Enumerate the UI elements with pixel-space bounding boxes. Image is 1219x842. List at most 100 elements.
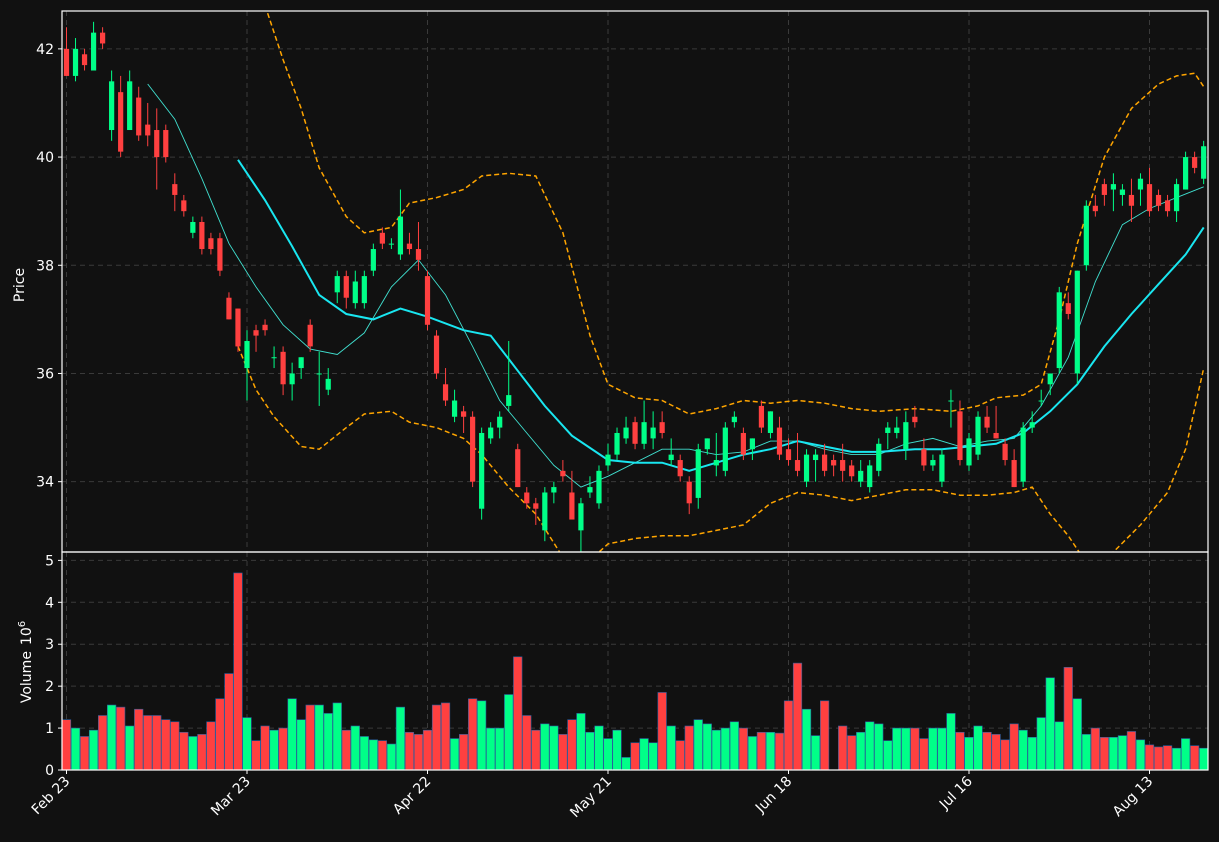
- candle-body: [451, 400, 458, 417]
- volume-grid: [62, 552, 1208, 771]
- candle: [623, 416, 629, 444]
- candle-body: [794, 460, 801, 471]
- candle: [840, 443, 846, 482]
- volume-bar: [197, 734, 207, 770]
- volume-bar: [1108, 736, 1118, 770]
- candle-body: [343, 276, 349, 298]
- candle: [912, 405, 918, 428]
- candle: [470, 411, 476, 488]
- volume-bar: [540, 723, 550, 770]
- candle: [1119, 184, 1126, 206]
- candle: [451, 389, 458, 423]
- volume-bar: [594, 725, 604, 770]
- candle-body: [1155, 194, 1162, 206]
- candle: [72, 38, 79, 82]
- candle: [497, 411, 503, 439]
- candle-body: [388, 243, 394, 245]
- candle: [145, 102, 151, 147]
- volume-bar: [603, 738, 613, 770]
- candles: [63, 21, 1207, 552]
- volume-bar: [991, 734, 1001, 770]
- candle: [63, 27, 70, 76]
- candle: [127, 70, 133, 131]
- volume-bar: [549, 725, 559, 770]
- candle-body: [867, 465, 873, 488]
- candle: [118, 75, 124, 158]
- candle-body: [1101, 184, 1107, 195]
- volume-bar: [332, 702, 342, 770]
- volume-bar: [62, 719, 72, 770]
- volume-bar: [892, 727, 902, 770]
- candle-body: [1065, 303, 1071, 314]
- candle-body: [262, 324, 268, 331]
- candle: [1173, 178, 1180, 222]
- volume-bar: [314, 704, 324, 770]
- candle-body: [1092, 205, 1098, 212]
- candle-body: [280, 351, 286, 385]
- price-tick-label: 38: [36, 258, 54, 274]
- candle: [975, 411, 981, 461]
- candle-body: [930, 460, 936, 466]
- volume-bar: [639, 738, 649, 770]
- candle-body: [641, 422, 647, 444]
- candle-body: [506, 395, 512, 406]
- price-grid: [62, 11, 1208, 552]
- candle: [271, 346, 277, 369]
- candle: [370, 243, 376, 277]
- candle: [803, 449, 810, 488]
- candle: [885, 422, 891, 450]
- volume-bar: [684, 725, 694, 770]
- candle: [560, 460, 566, 482]
- candle: [90, 21, 97, 71]
- candle-body: [415, 249, 422, 260]
- volume-bar: [495, 727, 505, 770]
- volume-bar: [504, 694, 514, 770]
- candle-body: [316, 373, 322, 375]
- volume-bar: [143, 715, 153, 770]
- volume-panel-frame: [61, 551, 1209, 771]
- candle: [578, 497, 584, 552]
- candle: [966, 432, 972, 471]
- candle-body: [298, 357, 304, 369]
- volume-bar: [847, 735, 857, 770]
- candle: [253, 324, 259, 352]
- candle: [515, 443, 521, 488]
- volume-bar: [413, 734, 424, 770]
- candle-body: [1029, 422, 1035, 428]
- volume-bar: [964, 736, 974, 770]
- candle: [262, 319, 268, 336]
- candle-body: [966, 438, 972, 466]
- candle-body: [596, 470, 602, 504]
- candle-body: [1192, 157, 1198, 168]
- volume-bar: [224, 673, 234, 770]
- volume-bar: [973, 725, 983, 770]
- candle: [533, 497, 539, 525]
- volume-bars: [62, 572, 1208, 770]
- volume-tick-label: 3: [45, 637, 54, 653]
- volume-bar: [856, 731, 866, 770]
- volume-bar: [1181, 738, 1191, 770]
- volume-bar: [305, 704, 315, 770]
- candle: [361, 270, 367, 309]
- candle: [226, 292, 232, 320]
- candle: [343, 270, 349, 309]
- candle-body: [226, 297, 232, 320]
- candle: [713, 432, 719, 477]
- volume-bar: [116, 706, 126, 770]
- volume-bar: [404, 731, 415, 770]
- volume-bar: [278, 727, 288, 770]
- candle-body: [497, 416, 503, 428]
- candle-body: [587, 487, 593, 493]
- candle-body: [704, 438, 710, 450]
- volume-bar: [125, 725, 135, 770]
- candle: [858, 460, 864, 488]
- candle-body: [244, 341, 250, 369]
- volume-axis-exponent-power: 6: [17, 621, 28, 627]
- volume-bar: [729, 721, 739, 770]
- volume-bar: [919, 738, 929, 770]
- candle-body: [424, 276, 431, 325]
- candle-body: [72, 48, 79, 76]
- candle: [903, 411, 909, 461]
- volume-bar: [206, 721, 216, 770]
- candle: [758, 400, 765, 433]
